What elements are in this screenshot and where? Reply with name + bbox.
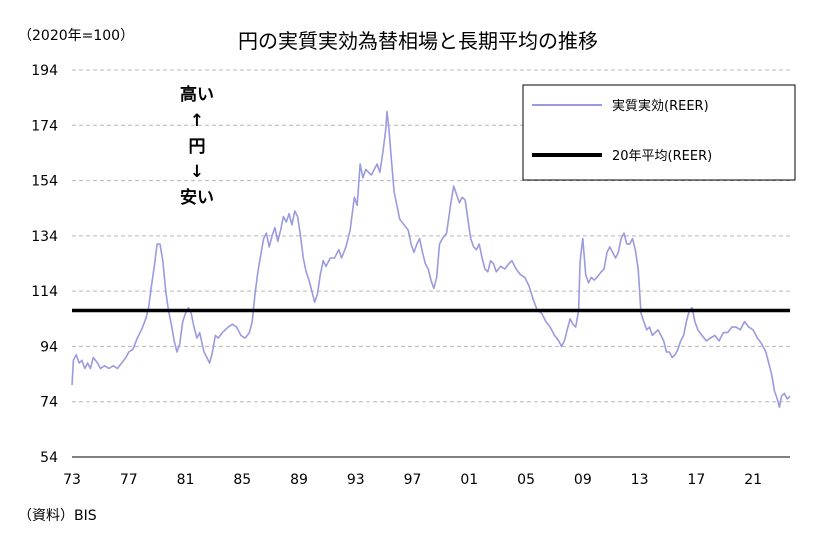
chart-title: 円の実質実効為替相場と長期平均の推移 [238, 29, 598, 53]
x-tick-label: 85 [233, 472, 251, 488]
y-tick-label: 134 [31, 229, 58, 245]
annotation-low: 安い [180, 187, 214, 208]
annotation-down-arrow: ↓ [190, 162, 204, 182]
y-axis-ticks: 54 74 94 114 134 154 174 194 [31, 63, 58, 466]
x-tick-label: 89 [290, 472, 308, 488]
gridlines [72, 69, 790, 403]
x-tick-label: 81 [177, 472, 195, 488]
series-group [71, 110, 791, 408]
source-note: （資料）BIS [18, 508, 97, 524]
legend-label-average: 20年平均(REER) [612, 149, 712, 164]
x-tick-label: 97 [404, 472, 422, 488]
unit-note: （2020年=100） [18, 28, 134, 44]
legend: 実質実効(REER) 20年平均(REER) [522, 84, 796, 181]
y-tick-label: 94 [40, 339, 58, 355]
x-tick-label: 01 [460, 472, 478, 488]
annotation-up-arrow: ↑ [190, 111, 204, 131]
x-tick-label: 05 [517, 472, 535, 488]
y-tick-label: 74 [40, 395, 58, 411]
y-tick-label: 114 [31, 284, 58, 300]
y-tick-label: 194 [31, 63, 58, 79]
x-tick-label: 09 [574, 472, 592, 488]
x-tick-label: 21 [744, 472, 762, 488]
series-line-reer [71, 110, 791, 408]
x-tick-label: 13 [631, 472, 649, 488]
annotation-high: 高い [180, 84, 214, 105]
annotation-yen: 円 [189, 137, 206, 157]
y-tick-label: 154 [31, 174, 58, 190]
y-tick-label: 54 [40, 450, 58, 466]
y-tick-label: 174 [31, 118, 58, 134]
legend-label-reer: 実質実効(REER) [612, 98, 709, 114]
x-tick-label: 73 [63, 472, 81, 488]
x-tick-label: 93 [347, 472, 365, 488]
x-tick-label: 17 [687, 472, 705, 488]
x-tick-label: 77 [120, 472, 138, 488]
legend-box [522, 84, 796, 181]
direction-annotation: 高い ↑ 円 ↓ 安い [180, 84, 214, 208]
x-axis-ticks: 73 77 81 85 89 93 97 01 05 09 13 17 21 [63, 472, 762, 488]
